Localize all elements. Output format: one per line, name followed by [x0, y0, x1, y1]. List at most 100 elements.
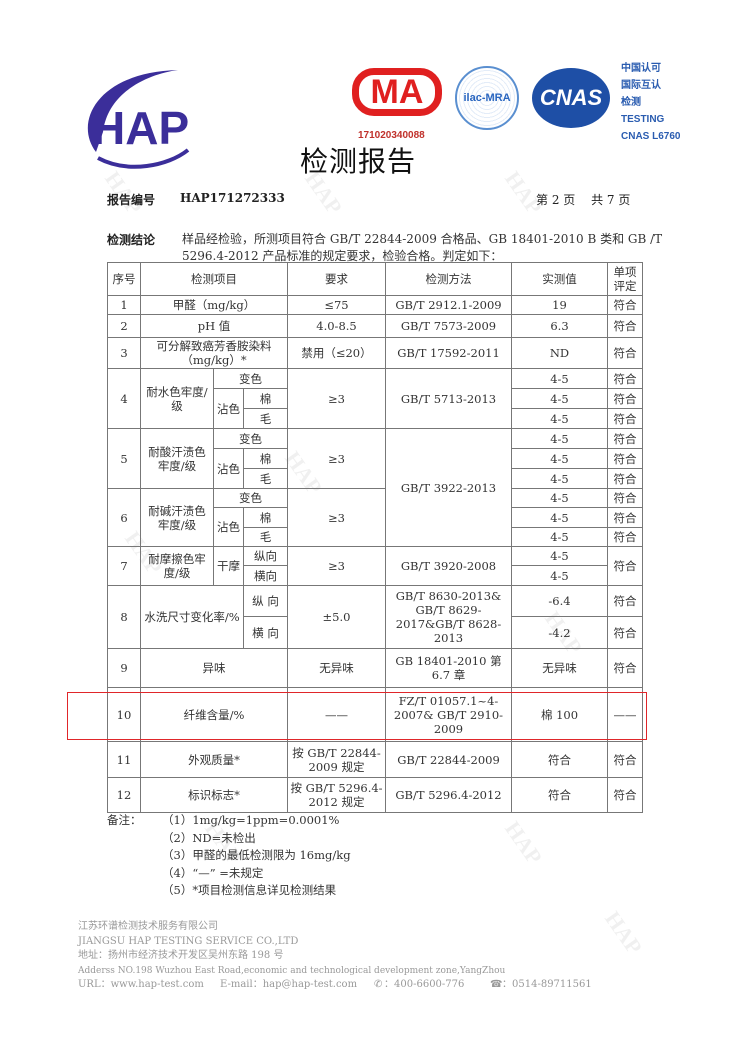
table-cell: 12 — [107, 777, 141, 813]
table-header-cell: 检测项目 — [140, 262, 288, 296]
table-row: 7 耐摩擦色牢度/级 干摩 纵向 ≥3 GB/T 3920-2008 4-5 符合 — [107, 546, 643, 586]
table-cell: GB/T 3920-2008 — [385, 546, 512, 586]
table-cell: 棉 — [243, 448, 288, 469]
table-cell: 4.0-8.5 — [287, 314, 386, 338]
table-cell: 无异味 — [287, 648, 386, 688]
table-cell: ≤75 — [287, 295, 386, 315]
table-cell: 耐水色牢度/级 — [140, 368, 214, 429]
table-header-cell: 序号 — [107, 262, 141, 296]
table-cell: 11 — [107, 741, 141, 778]
table-cell: 符合 — [607, 648, 643, 688]
company-name-en: JIANGSU HAP TESTING SERVICE CO.,LTD — [78, 935, 299, 947]
table-cell: 2 — [107, 314, 141, 338]
cnas-info-line: 检测 — [621, 97, 641, 108]
table-cell: 4-5 — [511, 388, 608, 409]
page-info: 第 2 页 共 7 页 — [536, 193, 631, 207]
hap-logo-text: HAP — [92, 102, 189, 154]
table-cell: 横 向 — [243, 616, 288, 649]
table-cell: 横向 — [243, 565, 288, 586]
table-cell: 4-5 — [511, 428, 608, 449]
table-cell: ≥3 — [287, 546, 386, 586]
table-cell: GB/T 8630-2013& GB/T 8629-2017&GB/T 8628… — [385, 585, 512, 649]
table-cell: 符合 — [607, 388, 643, 409]
phone-number: ：400-6600-776 — [384, 979, 465, 990]
table-cell: GB/T 17592-2011 — [385, 337, 512, 369]
table-cell: GB/T 5713-2013 — [385, 368, 512, 429]
table-header-cell: 检测方法 — [385, 262, 512, 296]
table-cell: 符合 — [607, 448, 643, 469]
table-cell: 符合 — [607, 741, 643, 778]
table-row: 1 甲醛（mg/kg） ≤75 GB/T 2912.1-2009 19 符合 — [107, 295, 643, 315]
table-header-cell: 单项评定 — [607, 262, 643, 296]
table-cell: GB/T 3922-2013 — [385, 428, 512, 547]
cnas-info-line: TESTING — [621, 114, 665, 125]
table-row: 横 向 -4.2 符合 — [108, 616, 643, 649]
table-cell: 4-5 — [511, 507, 608, 528]
table-cell: 纵 向 — [243, 585, 288, 617]
table-cell: ND — [511, 337, 608, 369]
fax-number: ：0514-89711561 — [502, 979, 592, 990]
table-row: 沾色棉 4-5 符合 — [108, 448, 643, 489]
email[interactable]: E-mail：hap@hap-test.com — [220, 979, 358, 990]
table-cell: 4-5 — [511, 468, 608, 489]
table-cell: 沾色 — [213, 388, 244, 429]
table-cell: 符合 — [607, 314, 643, 338]
table-row: 2 pH 值 4.0-8.5 GB/T 7573-2009 6.3 符合 — [107, 314, 643, 338]
table-cell: 4-5 — [511, 546, 608, 566]
table-row: 5 耐酸汗渍色牢度/级 变色 ≥3 GB/T 3922-2013 4-5 符合 — [107, 428, 643, 547]
table-cell: 毛 — [243, 468, 288, 489]
table-cell: ≥3 — [287, 428, 386, 489]
table-cell: 5 — [107, 428, 141, 489]
table-cell: 19 — [511, 295, 608, 315]
conclusion-label: 检测结论 — [107, 233, 156, 247]
table-cell: 甲醛（mg/kg） — [140, 295, 288, 315]
table-cell: 4-5 — [511, 408, 608, 429]
note-item: （4）“—” =未规定 — [162, 865, 264, 880]
table-cell: ≥3 — [287, 488, 386, 547]
table-row: 沾色棉 4-5 符合 — [108, 388, 643, 429]
table-cell: 符合 — [511, 741, 608, 778]
table-row: 12 标识标志* 按 GB/T 5296.4-2012 规定 GB/T 5296.4-… — [107, 777, 643, 813]
table-cell: 毛 — [243, 408, 288, 429]
table-cell: -4.2 — [511, 616, 608, 649]
conclusion-line: 样品经检验，所测项目符合 GB/T 22844-2009 合格品、GB 1840… — [182, 232, 663, 246]
table-cell: 沾色 — [213, 448, 244, 489]
table-cell: 禁用（≤20） — [287, 337, 386, 369]
table-cell: pH 值 — [140, 314, 288, 338]
note-item: （2）ND=未检出 — [162, 830, 256, 845]
table-cell: 9 — [107, 648, 141, 688]
table-row: 沾色棉 4-5 符合 — [108, 507, 643, 547]
table-cell: 4-5 — [511, 448, 608, 469]
table-cell: 变色 — [213, 428, 288, 449]
phone-icon: ✆ — [374, 979, 383, 990]
table-cell: GB/T 7573-2009 — [385, 314, 512, 338]
table-cell: 可分解致癌芳香胺染料（mg/kg）* — [140, 337, 288, 369]
table-cell: 符合 — [607, 527, 643, 547]
table-cell: -6.4 — [511, 585, 608, 617]
table-cell: 符合 — [607, 368, 643, 389]
table-cell: 4-5 — [511, 527, 608, 547]
table-cell: 符合 — [511, 777, 608, 813]
website-url[interactable]: URL：www.hap-test.com — [78, 979, 204, 990]
table-cell: 符合 — [607, 408, 643, 429]
table-cell: 沾色 — [213, 507, 244, 547]
table-cell: 6.3 — [511, 314, 608, 338]
table-row: 4 耐水色牢度/级 变色 ≥3 GB/T 5713-2013 4-5 符合 — [107, 368, 643, 429]
table-cell: 8 — [107, 585, 141, 649]
table-cell: 外观质量* — [140, 741, 288, 778]
address-cn: 地址：扬州市经济技术开发区吴州东路 198 号 — [78, 950, 284, 961]
table-cell: 符合 — [607, 507, 643, 528]
table-header-row: 序号 检测项目 要求 检测方法 实测值 单项评定 — [107, 262, 643, 296]
table-row: 9 异味 无异味 GB 18401-2010 第 6.7 章无异味 符合 — [107, 648, 643, 688]
table-cell: 无异味 — [511, 648, 608, 688]
table-cell: 异味 — [140, 648, 288, 688]
table-cell: ±5.0 — [287, 585, 386, 649]
table-cell: 符合 — [607, 616, 643, 649]
report-number-label: 报告编号 — [107, 193, 156, 207]
table-cell: 符合 — [607, 295, 643, 315]
table-header-cell: 要求 — [287, 262, 386, 296]
page-title: 检测报告 — [300, 145, 417, 178]
table-cell: 4 — [107, 368, 141, 429]
table-cell: 毛 — [243, 527, 288, 547]
